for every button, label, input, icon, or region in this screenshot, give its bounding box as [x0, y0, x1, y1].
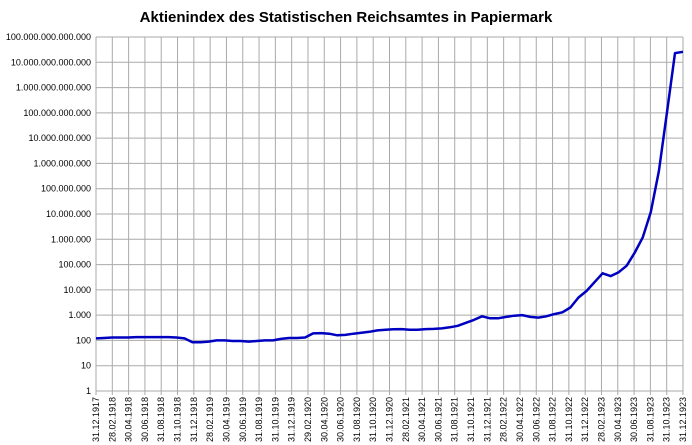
x-tick-label: 28.02.1922	[499, 397, 509, 442]
chart-title: Aktienindex des Statistischen Reichsamte…	[140, 9, 553, 26]
series-line	[95, 50, 684, 344]
x-tick-label: 31.12.1917	[91, 397, 101, 442]
y-tick-label: 10	[81, 361, 91, 371]
y-tick-label: 100	[76, 335, 91, 345]
x-tick-label: 31.10.1920	[368, 397, 378, 442]
x-tick-label: 30.06.1920	[336, 397, 346, 442]
x-tick-label: 31.12.1921	[482, 397, 492, 442]
y-tick-label: 1.000.000.000.000	[16, 83, 91, 93]
x-tick-label: 28.02.1921	[401, 397, 411, 442]
y-tick-label: 100.000.000.000	[23, 108, 91, 118]
x-tick-label: 30.04.1920	[319, 397, 329, 442]
x-tick-label: 30.04.1921	[417, 397, 427, 442]
x-tick-label: 30.06.1923	[629, 397, 639, 442]
y-tick-label: 10.000.000.000	[28, 133, 91, 143]
x-tick-label: 31.10.1922	[564, 397, 574, 442]
x-tick-label: 30.06.1922	[531, 397, 541, 442]
x-tick-label: 31.08.1920	[352, 397, 362, 442]
x-tick-label: 31.08.1923	[645, 397, 655, 442]
series	[95, 50, 684, 344]
x-tick-label: 31.10.1918	[173, 397, 183, 442]
y-tick-label: 1	[86, 386, 91, 396]
x-tick-label: 31.12.1919	[287, 397, 297, 442]
x-axis: 31.12.1917 28.02.1918 30.04.1918 30.06.1918…	[91, 397, 688, 442]
x-tick-label: 31.10.1923	[662, 397, 672, 442]
y-tick-label: 10.000	[63, 285, 91, 295]
x-tick-label: 31.08.1922	[548, 397, 558, 442]
x-tick-label: 30.06.1921	[433, 397, 443, 442]
x-tick-label: 31.12.1918	[189, 397, 199, 442]
y-tick-label: 10.000.000.000.000	[11, 57, 91, 67]
x-tick-label: 29.02.1920	[303, 397, 313, 442]
x-tick-label: 28.02.1919	[205, 397, 215, 442]
y-tick-label: 100.000.000.000.000	[6, 32, 91, 42]
grid	[95, 36, 684, 395]
x-tick-label: 30.06.1919	[238, 397, 248, 442]
x-tick-label: 31.10.1919	[270, 397, 280, 442]
x-tick-label: 31.12.1920	[385, 397, 395, 442]
x-tick-label: 30.06.1918	[140, 397, 150, 442]
y-axis: 1 10 100 1.000 10.000 100.000 1.000.000 10.000.…	[6, 32, 91, 396]
x-tick-label: 31.08.1919	[254, 397, 264, 442]
x-tick-label: 30.04.1923	[613, 397, 623, 442]
x-tick-label: 30.04.1918	[124, 397, 134, 442]
y-tick-label: 100.000.000	[41, 184, 91, 194]
y-tick-label: 1.000.000.000	[33, 158, 91, 168]
x-tick-label: 31.12.1923	[678, 397, 688, 442]
x-tick-label: 31.12.1922	[580, 397, 590, 442]
x-tick-label: 30.04.1919	[221, 397, 231, 442]
x-tick-label: 31.08.1921	[450, 397, 460, 442]
y-tick-label: 1.000.000	[51, 234, 91, 244]
y-tick-label: 1.000	[68, 310, 91, 320]
x-tick-label: 28.02.1923	[596, 397, 606, 442]
x-tick-label: 31.10.1921	[466, 397, 476, 442]
y-tick-label: 10.000.000	[46, 209, 91, 219]
x-tick-label: 30.04.1922	[515, 397, 525, 442]
x-tick-label: 28.02.1918	[107, 397, 117, 442]
x-tick-label: 31.08.1918	[156, 397, 166, 442]
y-tick-label: 100.000	[58, 260, 91, 270]
